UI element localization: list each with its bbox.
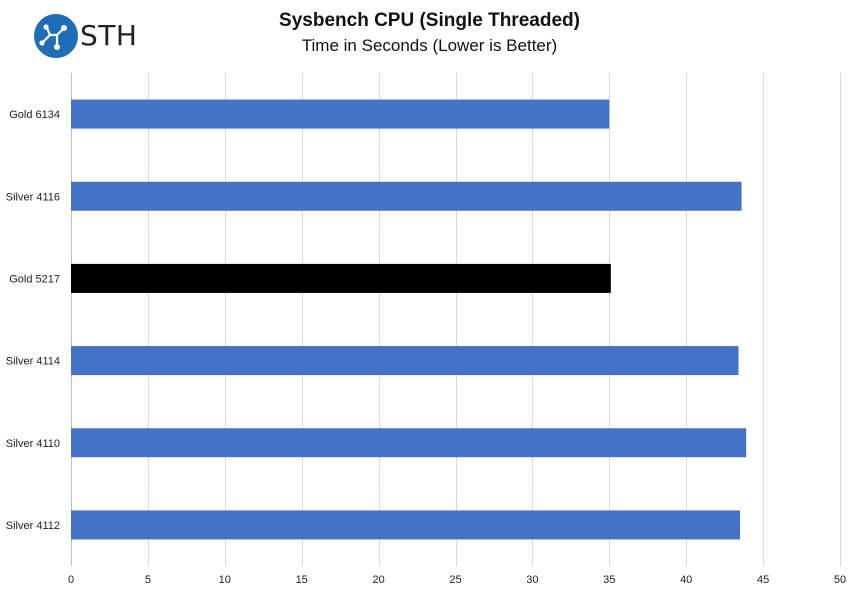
bar-silver-4112 [71,510,741,540]
x-tick-label: 30 [526,574,538,586]
bars [71,99,747,540]
gridlines [71,73,841,566]
x-tick-label: 10 [219,574,231,586]
category-label: Silver 4116 [6,191,60,203]
category-label: Gold 5217 [9,273,60,285]
sth-logo: STH [33,12,137,62]
bar-gold-6134 [71,99,610,129]
chart-subtitle: Time in Seconds (Lower is Better) [301,36,558,55]
x-tick-label: 20 [372,574,384,586]
category-label: Silver 4114 [6,356,60,368]
bar-silver-4110 [71,428,747,458]
x-tick-label: 15 [296,574,308,586]
category-labels: Gold 6134 Silver 4116 Gold 5217 Silver 4114… [6,109,60,532]
category-label: Silver 4110 [6,438,60,450]
chart-title: Sysbench CPU (Single Threaded) [279,10,580,31]
category-label: Gold 6134 [9,109,60,121]
category-label: Silver 4112 [6,520,60,532]
x-tick-label: 45 [757,574,769,586]
bar-silver-4116 [71,181,742,211]
x-tick-label: 40 [680,574,692,586]
sth-logo-icon [34,14,78,58]
x-tick-label: 5 [145,574,151,586]
x-tick-label: 50 [834,574,846,586]
x-tick-label: 0 [68,574,74,586]
bar-gold-5217 [71,263,611,293]
x-tick-labels: 0 5 10 15 20 25 30 35 40 45 50 [68,574,846,586]
x-tick-label: 35 [603,574,615,586]
logo-text: STH [80,19,138,52]
bar-silver-4114 [71,346,739,376]
x-tick-label: 25 [449,574,461,586]
